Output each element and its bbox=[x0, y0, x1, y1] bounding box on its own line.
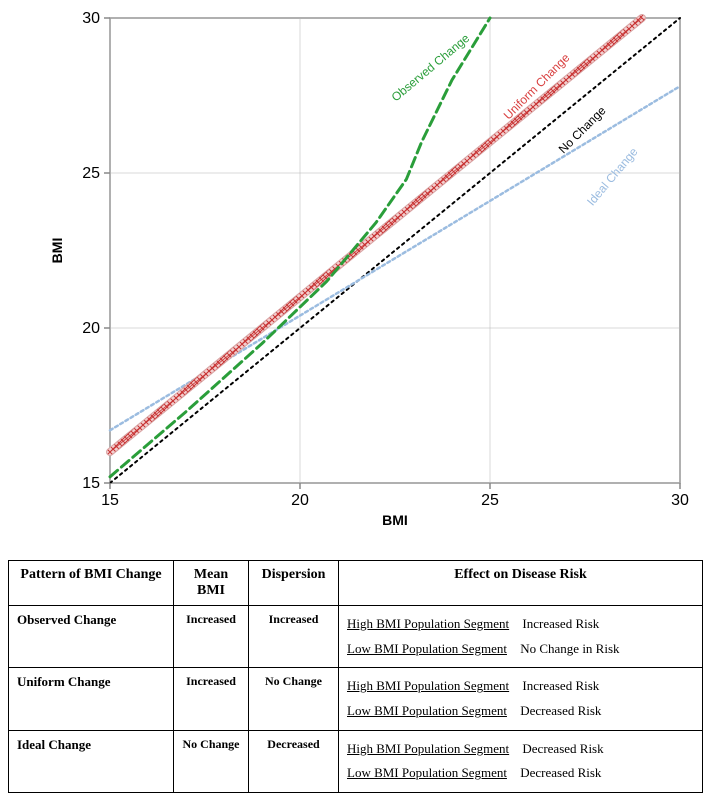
table-row: Observed ChangeIncreasedIncreasedHigh BM… bbox=[9, 606, 703, 668]
cell-dispersion: Increased bbox=[249, 606, 339, 668]
table-row: Uniform ChangeIncreasedNo ChangeHigh BMI… bbox=[9, 668, 703, 730]
cell-mean: No Change bbox=[174, 730, 249, 792]
cell-effect: High BMI Population Segment Decreased Ri… bbox=[339, 730, 703, 792]
col-effect: Effect on Disease Risk bbox=[339, 561, 703, 606]
cell-dispersion: Decreased bbox=[249, 730, 339, 792]
svg-text:25: 25 bbox=[82, 165, 100, 182]
pattern-table: Pattern of BMI Change Mean BMI Dispersio… bbox=[8, 560, 703, 793]
cell-mean: Increased bbox=[174, 606, 249, 668]
cell-mean: Increased bbox=[174, 668, 249, 730]
cell-effect: High BMI Population Segment Increased Ri… bbox=[339, 606, 703, 668]
svg-text:20: 20 bbox=[82, 320, 100, 337]
table-row: Ideal ChangeNo ChangeDecreasedHigh BMI P… bbox=[9, 730, 703, 792]
table-header-row: Pattern of BMI Change Mean BMI Dispersio… bbox=[9, 561, 703, 606]
svg-text:BMI: BMI bbox=[382, 512, 408, 528]
col-pattern: Pattern of BMI Change bbox=[9, 561, 174, 606]
cell-pattern: Observed Change bbox=[9, 606, 174, 668]
svg-text:15: 15 bbox=[101, 492, 119, 509]
svg-text:15: 15 bbox=[82, 475, 100, 492]
svg-text:BMI: BMI bbox=[49, 238, 65, 264]
bmi-chart: 1520253015202530BMIBMINo ChangeIdeal Cha… bbox=[8, 8, 703, 538]
col-dispersion: Dispersion bbox=[249, 561, 339, 606]
cell-pattern: Ideal Change bbox=[9, 730, 174, 792]
svg-text:20: 20 bbox=[291, 492, 309, 509]
cell-pattern: Uniform Change bbox=[9, 668, 174, 730]
col-mean: Mean BMI bbox=[174, 561, 249, 606]
cell-dispersion: No Change bbox=[249, 668, 339, 730]
cell-effect: High BMI Population Segment Increased Ri… bbox=[339, 668, 703, 730]
svg-text:25: 25 bbox=[481, 492, 499, 509]
svg-text:30: 30 bbox=[671, 492, 689, 509]
svg-text:30: 30 bbox=[82, 10, 100, 27]
